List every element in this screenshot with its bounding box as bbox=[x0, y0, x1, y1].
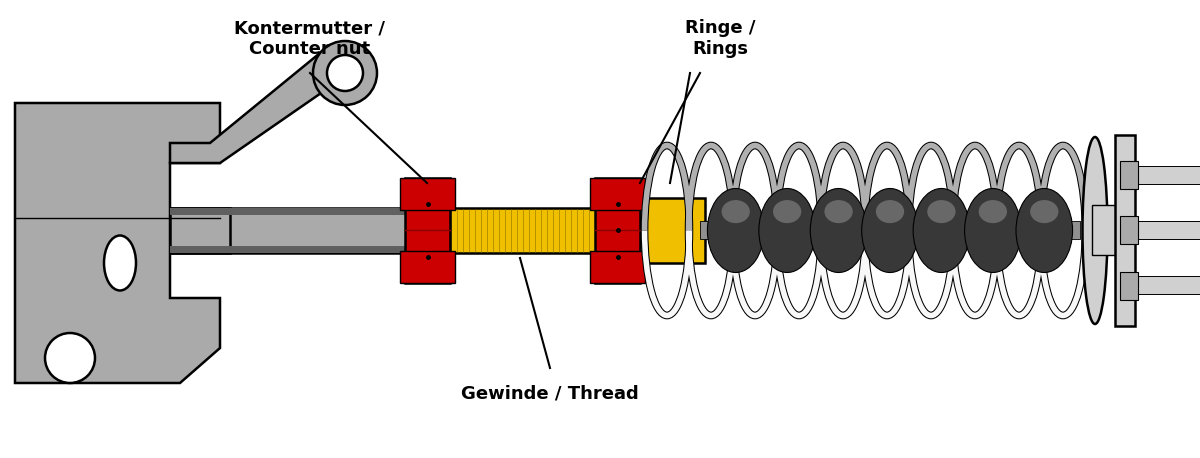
Ellipse shape bbox=[965, 189, 1021, 273]
Bar bbox=[590, 178, 646, 210]
Bar bbox=[170, 208, 430, 215]
Ellipse shape bbox=[876, 200, 904, 223]
Bar bbox=[406, 178, 450, 283]
Circle shape bbox=[326, 55, 364, 91]
Bar bbox=[700, 222, 1080, 240]
Ellipse shape bbox=[824, 200, 853, 223]
Bar bbox=[400, 178, 455, 210]
Ellipse shape bbox=[862, 189, 918, 273]
Bar bbox=[1120, 162, 1138, 190]
Ellipse shape bbox=[1082, 137, 1108, 324]
Ellipse shape bbox=[1016, 189, 1073, 273]
Circle shape bbox=[46, 333, 95, 383]
Circle shape bbox=[313, 41, 377, 105]
Ellipse shape bbox=[913, 189, 970, 273]
Text: Kontermutter /
Counter nut: Kontermutter / Counter nut bbox=[234, 19, 385, 58]
Polygon shape bbox=[170, 53, 350, 163]
Bar bbox=[1120, 217, 1138, 245]
Bar bbox=[1120, 272, 1138, 300]
Bar bbox=[1135, 222, 1200, 240]
Bar bbox=[590, 251, 646, 283]
Text: Gewinde / Thread: Gewinde / Thread bbox=[461, 384, 638, 402]
Text: Ringe /
Rings: Ringe / Rings bbox=[685, 19, 755, 58]
Bar bbox=[1135, 167, 1200, 185]
Bar bbox=[170, 208, 430, 253]
Bar bbox=[400, 251, 455, 283]
Ellipse shape bbox=[810, 189, 866, 273]
Ellipse shape bbox=[1030, 200, 1058, 223]
Polygon shape bbox=[14, 103, 220, 383]
Bar bbox=[410, 208, 630, 253]
Ellipse shape bbox=[928, 200, 955, 223]
Ellipse shape bbox=[721, 200, 750, 223]
Bar bbox=[1115, 136, 1135, 326]
Ellipse shape bbox=[773, 200, 802, 223]
Ellipse shape bbox=[708, 189, 764, 273]
Ellipse shape bbox=[758, 189, 816, 273]
Bar bbox=[170, 246, 430, 253]
Bar bbox=[595, 178, 640, 283]
Ellipse shape bbox=[104, 235, 136, 290]
Bar bbox=[646, 198, 706, 263]
Bar bbox=[170, 208, 230, 253]
Ellipse shape bbox=[979, 200, 1007, 223]
Bar bbox=[1135, 277, 1200, 294]
Bar bbox=[1092, 206, 1122, 256]
